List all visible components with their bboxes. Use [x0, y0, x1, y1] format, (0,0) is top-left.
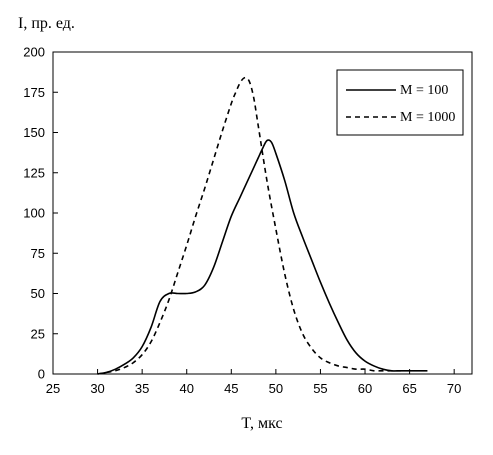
x-tick-label: 45 [224, 381, 238, 396]
series-line-m1000 [97, 76, 401, 375]
x-tick-label: 60 [358, 381, 372, 396]
series-line-m100 [97, 139, 428, 375]
y-tick-label: 125 [23, 165, 45, 180]
x-tick-label: 65 [402, 381, 416, 396]
x-tick-label: 40 [179, 381, 193, 396]
x-tick-label: 30 [90, 381, 104, 396]
x-axis-title: T, мкс [241, 415, 282, 432]
x-tick-label: 50 [269, 381, 283, 396]
y-tick-label: 200 [23, 45, 45, 60]
x-tick-label: 25 [46, 381, 60, 396]
y-tick-label: 175 [23, 85, 45, 100]
y-tick-label: 50 [31, 286, 45, 301]
legend: M = 100 M = 1000 [336, 69, 464, 136]
y-axis-title: I, пр. ед. [18, 15, 75, 32]
legend-label-m1000: M = 1000 [400, 110, 455, 125]
legend-box [336, 69, 464, 136]
x-tick-label: 70 [447, 381, 461, 396]
y-tick-label: 0 [38, 367, 45, 382]
y-tick-label: 75 [31, 246, 45, 261]
y-tick-label: 100 [23, 206, 45, 221]
ticks-layer: 25 30 35 40 45 50 55 60 65 7002550751001251501752… [23, 45, 461, 397]
y-tick-label: 25 [31, 326, 45, 341]
y-tick-label: 150 [23, 125, 45, 140]
series-layer [97, 76, 428, 375]
x-tick-label: 55 [313, 381, 327, 396]
legend-label-m100: M = 100 [400, 83, 448, 98]
x-tick-label: 35 [135, 381, 149, 396]
